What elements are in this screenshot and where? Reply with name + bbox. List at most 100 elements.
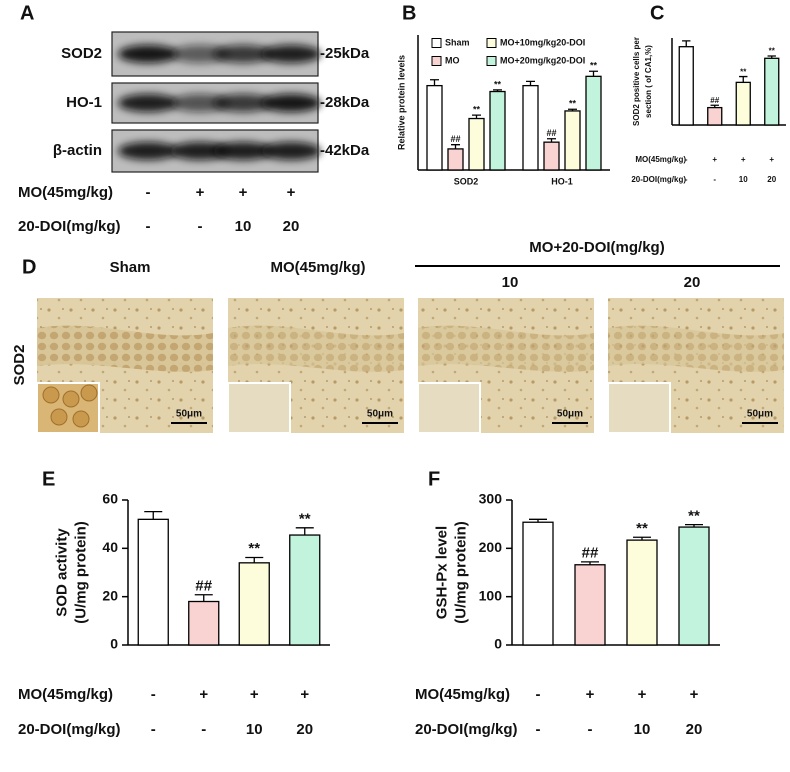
condition-entry: 20	[283, 218, 300, 235]
condition-entry: -	[146, 218, 151, 235]
column-label: MO(45mg/kg)	[270, 259, 365, 276]
significance-mark: **	[494, 79, 502, 89]
significance-mark: **	[248, 540, 260, 557]
error-bar	[472, 114, 481, 119]
y-tick-label: 60	[102, 491, 118, 507]
condition-entry: -	[151, 686, 156, 703]
condition-entry: +	[690, 686, 699, 703]
cell-layer	[418, 325, 594, 372]
condition-entry: -	[536, 721, 541, 738]
bar	[626, 539, 658, 646]
condition-entry: +	[741, 155, 746, 164]
blot-band	[170, 45, 230, 63]
bar	[426, 84, 443, 171]
bar	[468, 117, 485, 171]
error-bar	[767, 55, 776, 59]
condition-entry: -	[536, 686, 541, 703]
blot-band	[261, 94, 321, 112]
error-bar	[430, 79, 439, 86]
bar	[238, 562, 270, 646]
legend-swatch	[431, 56, 442, 66]
condition-entry: -	[146, 184, 151, 201]
y-axis-label: GSH-Px level	[433, 526, 450, 619]
condition-entry: -	[713, 175, 716, 184]
error-bar	[529, 518, 547, 523]
y-axis-label: (U/mg protein)	[72, 521, 89, 624]
condition-entry: +	[638, 686, 647, 703]
significance-mark: ##	[582, 545, 599, 562]
condition-entry: -	[685, 155, 688, 164]
panel-letter: A	[20, 2, 34, 24]
error-bar	[682, 40, 691, 47]
inset-cell	[50, 408, 68, 426]
blot-band	[261, 45, 321, 63]
x-tick-label: SOD2	[454, 176, 479, 186]
significance-mark: ##	[546, 128, 556, 138]
bar	[735, 81, 751, 126]
condition-entry: 10	[634, 721, 651, 738]
condition-entry: -	[151, 721, 156, 738]
y-tick-label: 0	[494, 636, 502, 652]
condition-entry: +	[586, 686, 595, 703]
condition-label: 20-DOI(mg/kg)	[18, 721, 121, 738]
panel-letter: D	[22, 256, 36, 278]
condition-label: MO(45mg/kg)	[635, 155, 686, 164]
bar	[489, 90, 506, 171]
bar	[564, 110, 581, 171]
bar	[707, 106, 723, 126]
error-bar	[451, 144, 460, 149]
inset-cell	[42, 386, 60, 404]
bar	[447, 148, 464, 171]
panel-letter: F	[428, 468, 440, 490]
column-label: Sham	[110, 259, 151, 276]
inset-cell	[62, 390, 80, 408]
error-bar	[194, 594, 213, 602]
x-tick-label: HO-1	[551, 176, 573, 186]
cell-layer	[228, 325, 404, 372]
condition-label: MO(45mg/kg)	[18, 184, 113, 201]
condition-entry: +	[300, 686, 309, 703]
blot-band	[261, 142, 321, 160]
band-label: β-actin	[53, 142, 102, 159]
condition-entry: 20	[296, 721, 313, 738]
bar	[289, 534, 321, 646]
significance-mark: **	[473, 105, 481, 115]
bar	[585, 75, 602, 171]
condition-entry: +	[250, 686, 259, 703]
significance-mark: **	[769, 47, 776, 56]
inset	[227, 382, 291, 434]
panel-letter: B	[402, 2, 416, 24]
y-tick-label: 200	[479, 539, 503, 555]
panel-letter: E	[42, 468, 55, 490]
significance-mark: **	[740, 67, 747, 76]
column-label: 20	[684, 274, 701, 291]
bar	[678, 526, 710, 646]
blot-band	[213, 94, 273, 112]
inset-cell	[80, 384, 98, 402]
error-bar	[633, 536, 651, 541]
error-bar	[685, 524, 703, 528]
condition-entry: +	[769, 155, 774, 164]
significance-mark: **	[688, 507, 700, 524]
blot-band	[213, 45, 273, 63]
y-tick-label: 0	[110, 636, 118, 652]
condition-entry: -	[201, 721, 206, 738]
condition-entry: +	[287, 184, 296, 201]
condition-label: MO(45mg/kg)	[415, 686, 510, 703]
scale-bar-label: 50μm	[367, 409, 393, 420]
condition-label: 20-DOI(mg/kg)	[18, 218, 121, 235]
size-label: -28kDa	[320, 94, 370, 111]
band-label: HO-1	[66, 94, 102, 111]
bar	[764, 57, 780, 126]
scale-bar-label: 50μm	[747, 409, 773, 420]
y-tick-label: 300	[479, 491, 503, 507]
condition-label: 20-DOI(mg/kg)	[415, 721, 518, 738]
bar	[522, 84, 539, 171]
condition-entry: 10	[739, 175, 748, 184]
condition-entry: +	[199, 686, 208, 703]
condition-entry: +	[196, 184, 205, 201]
y-tick-label: 40	[102, 539, 118, 555]
blot-band	[213, 142, 273, 160]
condition-entry: -	[198, 218, 203, 235]
